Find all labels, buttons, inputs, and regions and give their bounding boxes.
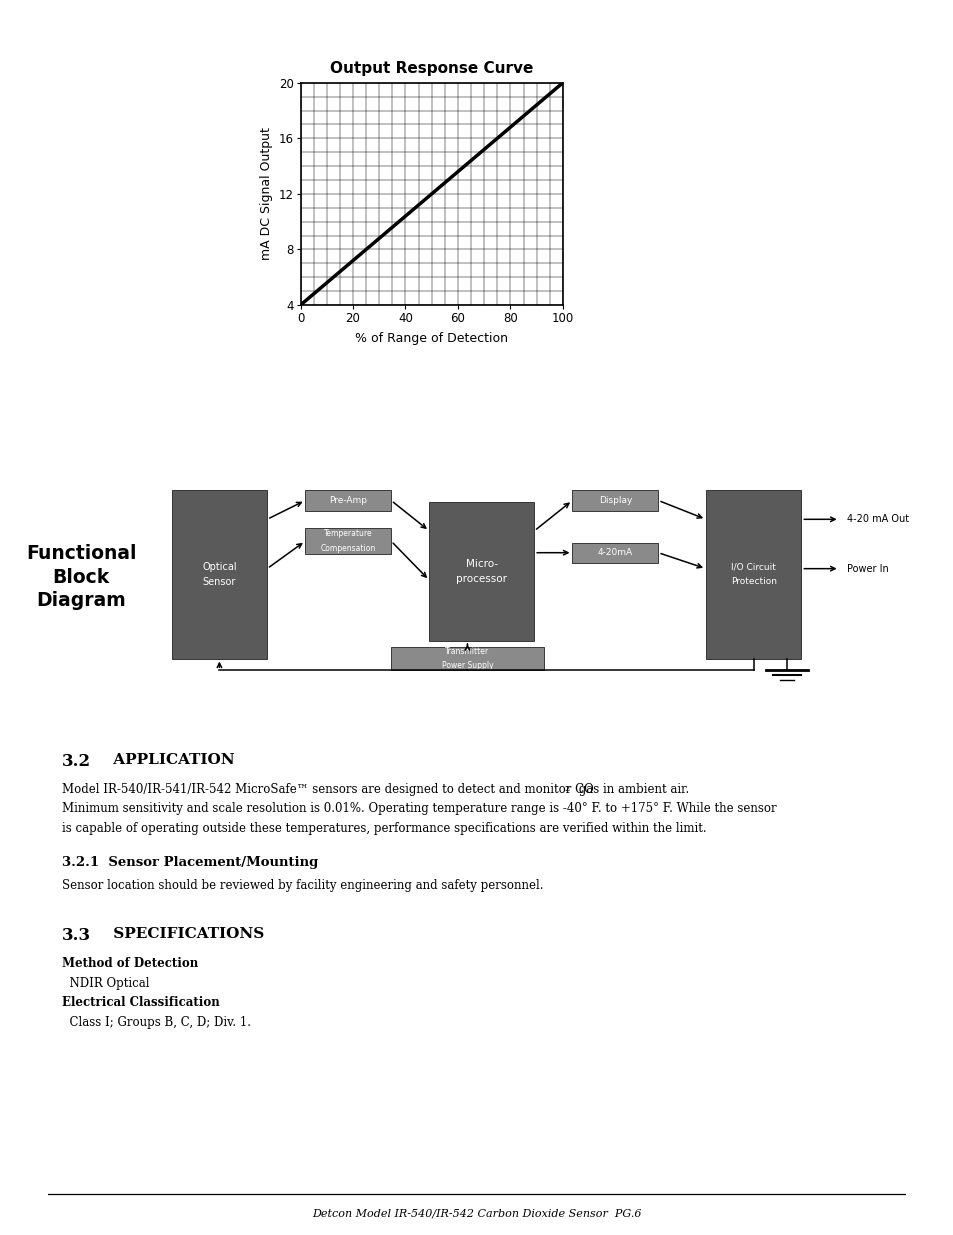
Text: Transmitter: Transmitter bbox=[445, 647, 489, 656]
Text: SPECIFICATIONS: SPECIFICATIONS bbox=[108, 927, 264, 941]
Text: Display: Display bbox=[598, 496, 631, 505]
Text: Sensor: Sensor bbox=[203, 577, 235, 587]
Text: APPLICATION: APPLICATION bbox=[108, 752, 234, 767]
Text: Compensation: Compensation bbox=[320, 543, 375, 553]
Text: 3.2.1  Sensor Placement/Mounting: 3.2.1 Sensor Placement/Mounting bbox=[62, 856, 318, 869]
Bar bbox=[572, 542, 658, 563]
Bar bbox=[305, 529, 391, 555]
Text: Protection: Protection bbox=[730, 577, 776, 587]
Text: Power In: Power In bbox=[846, 563, 888, 573]
Text: is capable of operating outside these temperatures, performance specifications a: is capable of operating outside these te… bbox=[62, 821, 706, 835]
Text: Optical: Optical bbox=[202, 562, 236, 572]
Text: Class I; Groups B, C, D; Div. 1.: Class I; Groups B, C, D; Div. 1. bbox=[62, 1015, 251, 1029]
Text: Pre-Amp: Pre-Amp bbox=[329, 496, 367, 505]
Text: NDIR Optical: NDIR Optical bbox=[62, 977, 150, 989]
Text: 4-20mA: 4-20mA bbox=[598, 548, 632, 557]
Text: Power Supply: Power Supply bbox=[441, 662, 493, 671]
Text: 2: 2 bbox=[563, 785, 569, 793]
Text: gas in ambient air.: gas in ambient air. bbox=[575, 783, 688, 795]
Bar bbox=[305, 490, 391, 510]
Text: 3.3: 3.3 bbox=[62, 927, 91, 945]
Text: Micro-: Micro- bbox=[465, 559, 497, 569]
X-axis label: % of Range of Detection: % of Range of Detection bbox=[355, 332, 508, 345]
Bar bbox=[705, 490, 801, 658]
Text: Electrical Classification: Electrical Classification bbox=[62, 997, 219, 1009]
Text: Method of Detection: Method of Detection bbox=[62, 957, 198, 971]
Text: Temperature: Temperature bbox=[324, 530, 372, 538]
Title: Output Response Curve: Output Response Curve bbox=[330, 61, 533, 77]
Text: Detcon Model IR-540/IR-542 Carbon Dioxide Sensor  PG.6: Detcon Model IR-540/IR-542 Carbon Dioxid… bbox=[312, 1208, 641, 1219]
Text: 3.2: 3.2 bbox=[62, 752, 91, 769]
Bar bbox=[391, 647, 543, 671]
Bar bbox=[429, 501, 534, 641]
Y-axis label: mA DC Signal Output: mA DC Signal Output bbox=[260, 127, 273, 261]
Bar bbox=[572, 490, 658, 510]
Text: Model IR-540/IR-541/IR-542 MicroSafe™ sensors are designed to detect and monitor: Model IR-540/IR-541/IR-542 MicroSafe™ se… bbox=[62, 783, 593, 795]
Bar bbox=[172, 490, 267, 658]
Text: 4-20 mA Out: 4-20 mA Out bbox=[846, 514, 908, 525]
Text: Minimum sensitivity and scale resolution is 0.01%. Operating temperature range i: Minimum sensitivity and scale resolution… bbox=[62, 803, 776, 815]
Text: Functional
Block
Diagram: Functional Block Diagram bbox=[26, 545, 136, 610]
Text: Sensor location should be reviewed by facility engineering and safety personnel.: Sensor location should be reviewed by fa… bbox=[62, 878, 543, 892]
Text: I/O Circuit: I/O Circuit bbox=[730, 563, 776, 572]
Text: processor: processor bbox=[456, 574, 507, 584]
